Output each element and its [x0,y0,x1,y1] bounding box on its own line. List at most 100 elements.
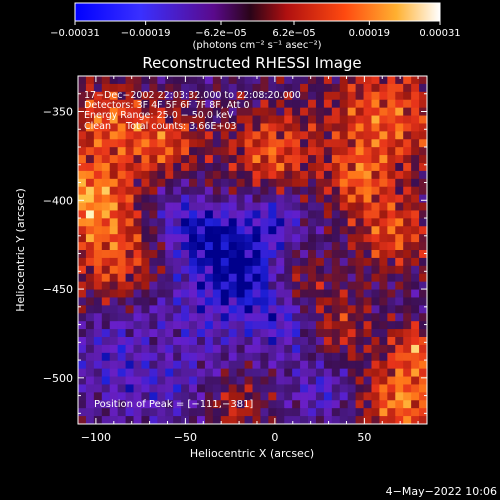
heatmap-cell [268,131,277,140]
heatmap-cell [125,337,135,346]
heatmap-cell [133,273,143,283]
heatmap-cell [101,139,111,148]
heatmap-cell [387,344,396,354]
heatmap-cell [189,352,198,362]
heatmap-cell [371,242,381,251]
heatmap-cell [117,250,127,259]
heatmap-cell [379,337,388,346]
heatmap-cell [133,289,143,299]
heatmap-cell [252,250,262,259]
heatmap-cell [109,250,119,259]
heatmap-cell [308,226,317,235]
heatmap-cell [300,344,309,354]
heatmap-cell [141,313,150,322]
heatmap-cell [196,99,206,109]
heatmap-cell [165,265,174,275]
heatmap-cell [308,186,317,196]
heatmap-cell [157,289,166,299]
heatmap-cell [260,416,269,424]
heatmap-cell [419,289,427,299]
heatmap-cell [308,305,317,314]
heatmap-cell [228,234,238,243]
heatmap-cell [395,99,404,109]
heatmap-cell [276,218,285,227]
heatmap-cell [395,194,404,204]
heatmap-cell [173,337,182,346]
heatmap-cell [284,234,293,243]
heatmap-cell [85,250,95,259]
heatmap-cell [125,234,135,243]
heatmap-cell [125,131,135,140]
heatmap-cell [173,250,182,259]
heatmap-cell [220,250,230,259]
heatmap-cell [85,313,95,322]
heatmap-cell [228,352,238,362]
heatmap-cell [315,210,325,219]
heatmap-cell [109,329,119,338]
heatmap-cell [268,202,277,212]
heatmap-cell [117,321,127,330]
heatmap-cell [165,131,174,140]
heatmap-cell [204,273,214,283]
heatmap-cell [228,408,238,417]
heatmap-cell [268,352,277,362]
heatmap-cell [149,305,158,314]
heatmap-cell [85,139,95,148]
heatmap-cell [165,99,174,109]
heatmap-cell [411,163,420,172]
colorbar-tick-label: −6.2e−05 [195,28,247,39]
heatmap-cell [419,313,427,322]
heatmap-cell [109,400,119,409]
heatmap-cell [355,273,365,283]
heatmap-cell [78,163,87,172]
heatmap-cell [212,384,222,393]
heatmap-cell [196,337,206,346]
heatmap-cell [284,257,293,267]
heatmap-cell [387,163,396,172]
heatmap-cell [173,91,182,101]
heatmap-cell [101,131,111,140]
heatmap-cell [117,194,127,204]
heatmap-cell [300,115,309,125]
heatmap-cell [93,344,103,354]
heatmap-cell [363,384,373,393]
heatmap-cell [109,392,119,401]
heatmap-cell [363,147,373,156]
heatmap-cell [196,186,206,196]
heatmap-cell [347,186,357,196]
heatmap-cell [117,329,127,338]
heatmap-cell [308,147,317,156]
heatmap-cell [331,352,341,362]
heatmap-cell [395,155,404,164]
heatmap-cell [419,257,427,267]
heatmap-cell [419,416,427,424]
heatmap-cell [323,91,333,101]
heatmap-cell [347,170,357,180]
heatmap-cell [300,392,309,401]
heatmap-cell [355,281,365,291]
heatmap-cell [292,226,301,235]
heatmap-cell [181,321,190,330]
heatmap-cell [260,155,269,164]
heatmap-cell [196,139,206,148]
heatmap-cell [189,218,198,227]
heatmap-cell [133,329,143,338]
heatmap-cell [403,218,412,227]
heatmap-cell [355,400,365,409]
heatmap-cell [220,297,230,306]
heatmap-cell [220,91,230,101]
heatmap-cell [331,392,341,401]
heatmap-cell [173,257,182,267]
heatmap-cell [260,242,269,251]
heatmap-cell [292,360,301,370]
heatmap-cell [244,107,254,117]
heatmap-cell [315,329,325,338]
heatmap-cell [363,163,373,172]
heatmap-cell [323,305,333,314]
heatmap-cell [173,139,182,148]
heatmap-cell [395,178,404,188]
heatmap-cell [228,257,238,267]
heatmap-cell [331,115,341,125]
heatmap-cell [173,202,182,212]
heatmap-cell [204,321,214,330]
